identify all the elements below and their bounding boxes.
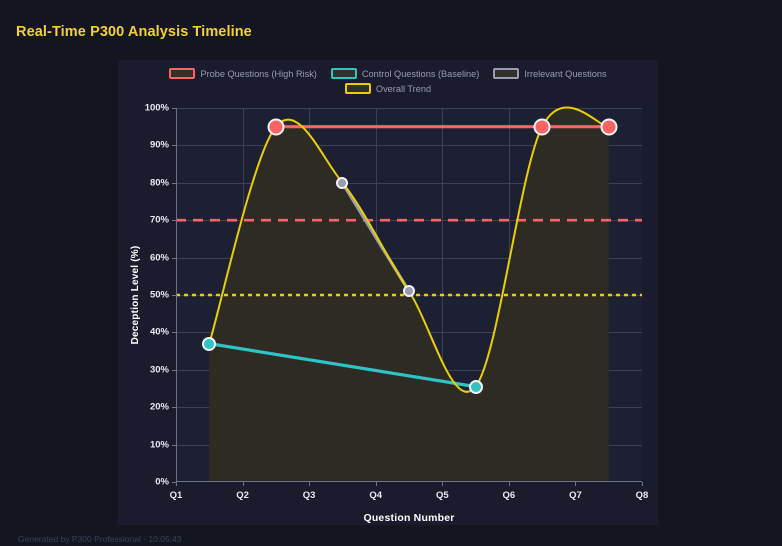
plot-area: 0% 10% 20% 30% 40% 50% 60% 70% 80% 90% 100% Q1 Q2 Q3 Q… bbox=[145, 103, 649, 502]
legend-label: Control Questions (Baseline) bbox=[361, 68, 480, 79]
y-tick-mark bbox=[172, 257, 176, 259]
legend-item[interactable]: Overall Trend bbox=[344, 83, 432, 94]
x-tick-mark bbox=[575, 482, 577, 486]
legend-item[interactable]: Irrelevant Questions bbox=[493, 68, 607, 79]
x-tick-mark bbox=[176, 482, 177, 486]
y-tick-mark bbox=[172, 444, 176, 446]
y-tick-label: 70% bbox=[149, 214, 169, 226]
x-tick-label: Q6 bbox=[502, 490, 516, 501]
data-point-marker[interactable] bbox=[267, 118, 285, 136]
y-tick-mark bbox=[172, 332, 176, 334]
x-tick-label: Q2 bbox=[236, 490, 249, 501]
y-tick-mark bbox=[172, 145, 176, 147]
legend-label: Probe Questions (High Risk) bbox=[200, 68, 317, 79]
data-point-marker[interactable] bbox=[600, 118, 618, 136]
x-axis-line bbox=[176, 481, 642, 482]
grid-line-horizontal bbox=[176, 145, 642, 147]
legend-label: Irrelevant Questions bbox=[524, 68, 607, 79]
y-tick-label: 20% bbox=[149, 401, 169, 413]
grid-line-horizontal bbox=[176, 182, 642, 184]
data-point-marker[interactable] bbox=[336, 176, 349, 189]
data-point-marker[interactable] bbox=[533, 118, 551, 136]
legend-swatch bbox=[344, 83, 371, 94]
y-tick-label: 80% bbox=[149, 177, 169, 189]
legend-swatch bbox=[169, 68, 196, 79]
y-tick-mark bbox=[172, 108, 176, 109]
y-tick-label: 0% bbox=[155, 476, 169, 488]
y-tick-label: 90% bbox=[149, 139, 169, 151]
y-tick-label: 100% bbox=[144, 102, 169, 114]
legend-item[interactable]: Probe Questions (High Risk) bbox=[169, 68, 317, 79]
grid-line-horizontal bbox=[176, 257, 642, 259]
y-tick-mark bbox=[172, 295, 176, 296]
data-point-marker[interactable] bbox=[202, 336, 217, 351]
x-tick-mark bbox=[375, 482, 377, 486]
x-tick-label: Q5 bbox=[435, 490, 449, 501]
y-tick-mark bbox=[172, 407, 176, 409]
y-tick-label: 40% bbox=[149, 326, 169, 338]
x-tick-mark bbox=[309, 482, 311, 486]
x-tick-label: Q7 bbox=[569, 490, 582, 501]
x-tick-label: Q3 bbox=[302, 490, 316, 501]
y-axis-line bbox=[176, 108, 177, 482]
grid-line-horizontal bbox=[176, 108, 642, 109]
legend-item[interactable]: Control Questions (Baseline) bbox=[330, 68, 480, 79]
x-axis-title: Question Number bbox=[363, 512, 455, 524]
y-tick-mark bbox=[172, 369, 176, 371]
x-tick-label: Q8 bbox=[635, 490, 649, 501]
y-tick-label: 10% bbox=[149, 439, 169, 451]
y-tick-label: 60% bbox=[149, 252, 169, 264]
y-tick-label: 50% bbox=[149, 289, 169, 301]
chart-legend: Probe Questions (High Risk) Control Quest… bbox=[118, 68, 658, 94]
series-line bbox=[207, 342, 478, 389]
grid-line-horizontal bbox=[176, 220, 642, 222]
legend-swatch bbox=[493, 68, 520, 79]
x-tick-mark bbox=[242, 482, 244, 486]
x-tick-mark bbox=[442, 482, 444, 486]
y-axis-title: Deception Level (%) bbox=[130, 245, 141, 345]
chart-panel: Probe Questions (High Risk) Control Quest… bbox=[118, 60, 658, 525]
x-tick-mark bbox=[508, 482, 510, 486]
x-tick-label: Q4 bbox=[369, 490, 383, 501]
y-tick-mark bbox=[172, 482, 176, 483]
data-point-marker[interactable] bbox=[468, 379, 483, 394]
x-tick-mark bbox=[642, 482, 643, 486]
footer-note: Generated by P300 Professional · 10:05:4… bbox=[18, 534, 182, 544]
legend-label: Overall Trend bbox=[375, 83, 432, 94]
data-point-marker[interactable] bbox=[403, 285, 415, 298]
y-tick-label: 30% bbox=[149, 364, 169, 376]
y-tick-mark bbox=[172, 182, 176, 184]
page-title: Real-Time P300 Analysis Timeline bbox=[16, 24, 252, 40]
y-tick-mark bbox=[172, 220, 176, 222]
legend-swatch bbox=[330, 68, 357, 79]
x-tick-label: Q1 bbox=[169, 490, 183, 501]
